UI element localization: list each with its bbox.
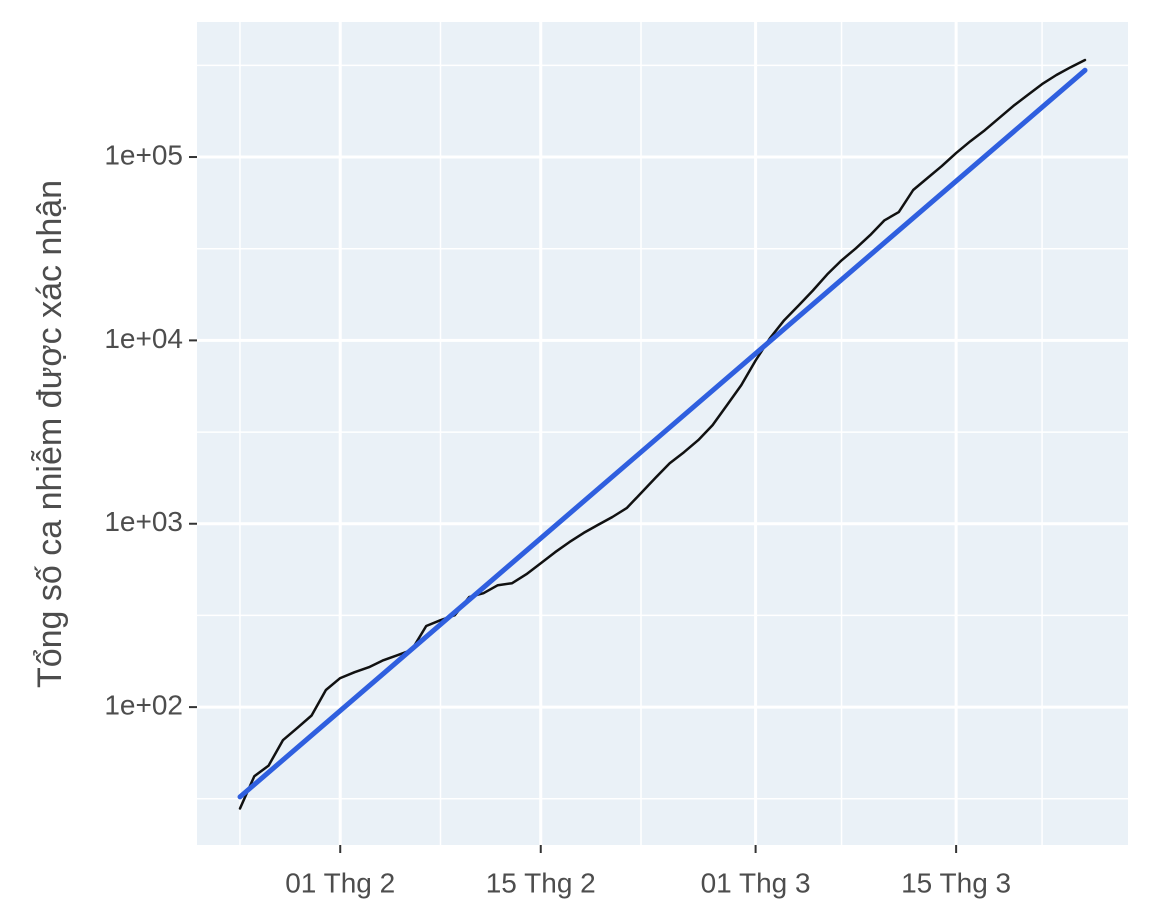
y-tick-label: 1e+05 — [104, 139, 183, 170]
y-axis-title: Tổng số ca nhiễm được xác nhận — [31, 180, 69, 688]
y-tick-label: 1e+02 — [104, 689, 183, 720]
x-tick-label: 15 Thg 2 — [486, 867, 596, 898]
y-tick-label: 1e+03 — [104, 506, 183, 537]
y-tick-label: 1e+04 — [104, 323, 183, 354]
x-tick-label: 01 Thg 2 — [285, 867, 395, 898]
x-tick-label: 01 Thg 3 — [701, 867, 811, 898]
series-line — [238, 58, 1087, 810]
x-tick-label: 15 Thg 3 — [901, 867, 1011, 898]
series-line — [237, 67, 1088, 800]
